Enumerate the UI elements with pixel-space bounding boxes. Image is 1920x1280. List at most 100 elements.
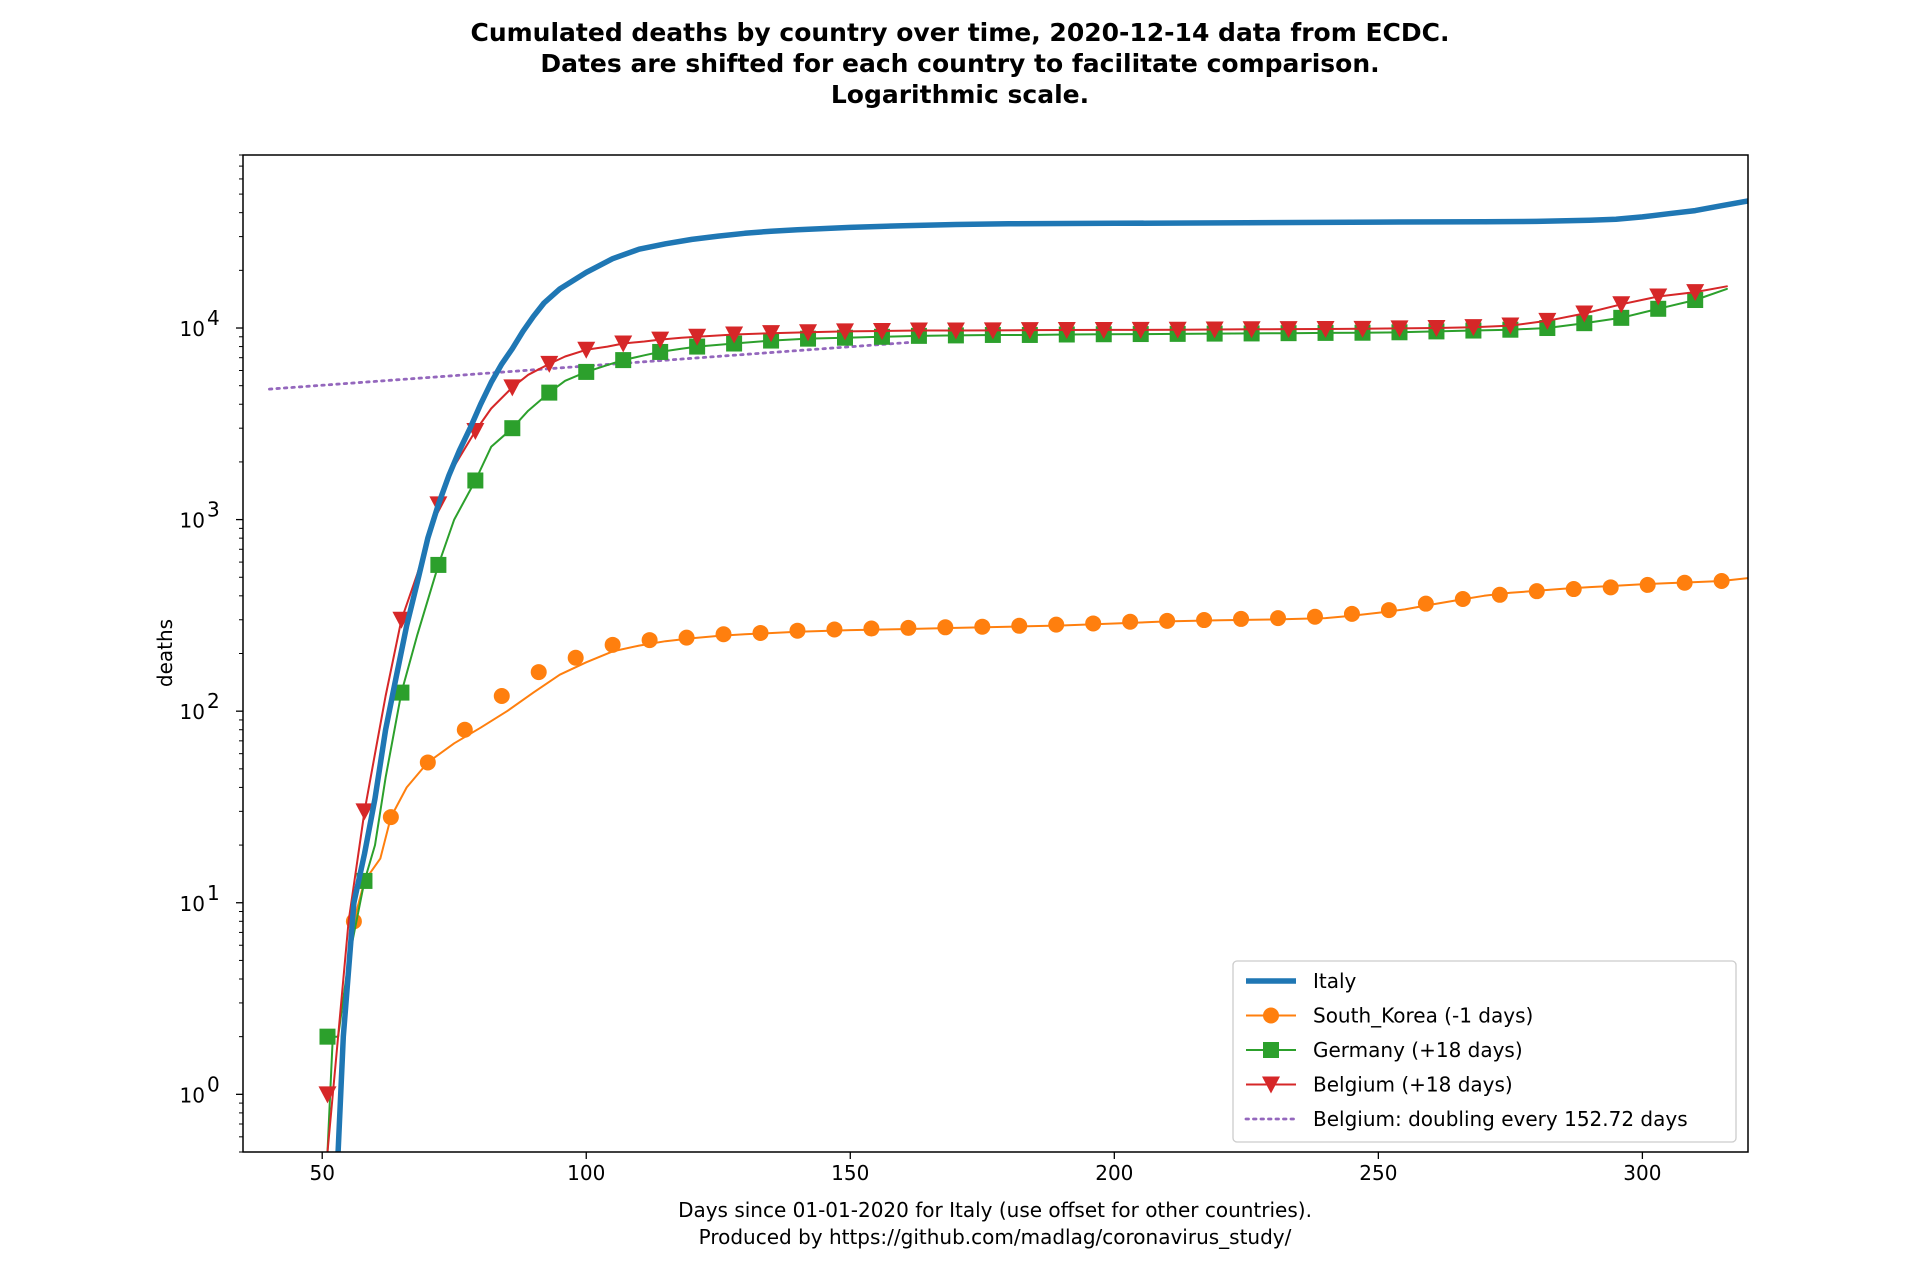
data-point-germany — [504, 420, 521, 437]
data-point-southkorea — [1713, 573, 1730, 590]
data-point-belgium — [614, 335, 633, 353]
data-point-southkorea — [1565, 581, 1582, 598]
data-point-belgium — [1501, 317, 1520, 335]
x-tick-label: 200 — [1095, 1161, 1133, 1185]
data-point-belgium — [577, 341, 596, 359]
y-tick-exponent: 4 — [207, 306, 220, 330]
data-point-germany — [393, 684, 410, 701]
data-point-southkorea — [826, 621, 843, 638]
data-point-southkorea — [1196, 612, 1213, 629]
data-point-germany — [1613, 309, 1630, 326]
x-tick-label: 150 — [831, 1161, 869, 1185]
x-axis-label-line-1: Days since 01-01-2020 for Italy (use off… — [678, 1198, 1312, 1222]
chart-title: Cumulated deaths by country over time, 2… — [470, 18, 1449, 109]
series-line-germany — [326, 287, 1728, 1152]
data-point-germany — [541, 384, 558, 401]
data-point-belgium — [1353, 320, 1372, 338]
data-point-southkorea — [1491, 586, 1508, 603]
series-belgium — [267, 341, 910, 391]
data-point-belgium — [1168, 321, 1187, 339]
data-point-southkorea — [1528, 583, 1545, 600]
data-point-southkorea — [1454, 591, 1471, 608]
data-point-germany — [1650, 300, 1667, 317]
data-point-southkorea — [530, 664, 547, 681]
data-point-germany — [578, 363, 595, 380]
data-point-belgium — [503, 379, 522, 397]
data-point-belgium — [1242, 321, 1261, 339]
data-point-southkorea — [1343, 605, 1360, 622]
data-point-germany — [319, 1028, 336, 1045]
legend-label-germany: Germany (+18 days) — [1313, 1038, 1523, 1062]
data-point-belgium — [540, 355, 559, 373]
data-point-southkorea — [974, 618, 991, 635]
legend-label-italy: Italy — [1313, 969, 1357, 993]
data-point-belgium — [318, 1086, 337, 1104]
data-point-southkorea — [1122, 613, 1139, 630]
data-point-southkorea — [567, 649, 584, 666]
data-point-belgium — [1057, 322, 1076, 340]
data-point-southkorea — [493, 688, 510, 705]
data-point-southkorea — [715, 626, 732, 643]
x-axis-label-line-2: Produced by https://github.com/madlag/co… — [699, 1225, 1292, 1249]
x-tick-label: 300 — [1623, 1161, 1661, 1185]
data-point-belgium — [1390, 320, 1409, 338]
data-point-southkorea — [1380, 602, 1397, 619]
data-point-belgium — [799, 324, 818, 342]
data-point-southkorea — [1676, 574, 1693, 591]
data-point-belgium — [1686, 284, 1705, 302]
data-point-southkorea — [752, 624, 769, 641]
data-point-southkorea — [1639, 576, 1656, 593]
data-point-belgium — [946, 322, 965, 340]
data-point-belgium — [1279, 321, 1298, 339]
data-point-germany — [467, 472, 484, 489]
legend-label-belgium: Belgium: doubling every 152.72 days — [1313, 1107, 1688, 1131]
plot-series — [267, 198, 1748, 1152]
data-point-belgium — [1464, 319, 1483, 337]
data-point-southkorea — [1085, 615, 1102, 632]
data-point-germany — [615, 352, 632, 369]
y-tick-label: 10 — [180, 892, 205, 916]
data-point-belgium — [1094, 321, 1113, 339]
data-point-belgium — [1316, 321, 1335, 339]
x-tick-label: 100 — [567, 1161, 605, 1185]
data-point-germany — [689, 338, 706, 355]
data-point-belgium — [1575, 305, 1594, 323]
data-point-belgium — [872, 322, 891, 340]
data-point-belgium — [392, 611, 411, 629]
data-point-southkorea — [1159, 612, 1176, 629]
legend-marker-southkorea — [1263, 1007, 1279, 1024]
y-tick-exponent: 3 — [207, 498, 220, 522]
data-point-belgium — [688, 328, 707, 346]
data-point-belgium — [1205, 321, 1224, 339]
y-tick-exponent: 1 — [207, 881, 220, 905]
data-point-southkorea — [382, 809, 399, 826]
data-point-belgium — [909, 322, 928, 340]
legend-marker-germany — [1263, 1042, 1279, 1058]
data-point-southkorea — [1306, 608, 1323, 625]
data-point-southkorea — [456, 721, 473, 738]
data-point-belgium — [355, 803, 374, 821]
chart-title-line-3: Logarithmic scale. — [831, 80, 1089, 109]
data-point-belgium — [1131, 321, 1150, 339]
data-point-southkorea — [641, 632, 658, 649]
data-point-southkorea — [789, 622, 806, 639]
data-point-germany — [1576, 315, 1593, 332]
y-tick-label: 10 — [180, 1083, 205, 1107]
data-point-belgium — [1427, 320, 1446, 338]
data-point-belgium — [1649, 288, 1668, 306]
data-point-southkorea — [678, 629, 695, 646]
data-point-southkorea — [1270, 610, 1287, 627]
data-point-belgium — [1538, 312, 1557, 330]
data-point-germany — [726, 335, 743, 352]
data-point-belgium — [762, 325, 781, 343]
y-axis-label: deaths — [153, 619, 177, 687]
data-point-belgium — [836, 323, 854, 341]
legend-marker-belgium — [1262, 1076, 1280, 1094]
data-point-belgium — [725, 326, 744, 344]
data-point-belgium — [651, 331, 670, 349]
data-point-southkorea — [900, 619, 917, 636]
data-point-southkorea — [419, 754, 436, 771]
y-tick-exponent: 0 — [207, 1072, 220, 1096]
series-line-belgium — [267, 341, 910, 391]
